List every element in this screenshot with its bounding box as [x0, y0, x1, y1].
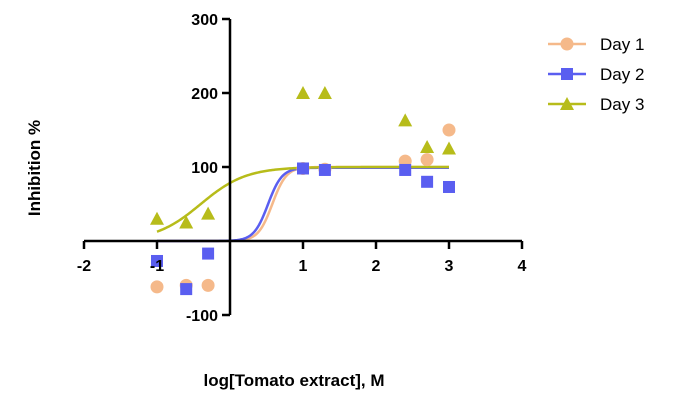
- x-tick-label: 3: [445, 258, 454, 275]
- legend-label-day-3: Day 3: [600, 95, 644, 114]
- data-point-day-3: [179, 215, 194, 229]
- data-point-day-3: [317, 86, 332, 99]
- legend-marker-day-2: [561, 68, 573, 80]
- data-point-day-2: [202, 247, 215, 260]
- data-point-day-3: [150, 211, 164, 225]
- data-point-day-3: [398, 113, 413, 127]
- legend: Day 1 Day 2 Day 3: [548, 35, 644, 114]
- data-point-day-1: [201, 278, 215, 292]
- y-axis-title: Inhibition %: [25, 120, 44, 216]
- data-point-day-1: [420, 153, 434, 167]
- data-points: [150, 86, 456, 296]
- legend-label-day-1: Day 1: [600, 35, 644, 54]
- x-tick-label: -1: [150, 258, 164, 275]
- legend-label-day-2: Day 2: [600, 65, 644, 84]
- data-point-day-3: [420, 140, 435, 154]
- y-tick-label: 300: [191, 12, 218, 29]
- fit-curves: [156, 165, 449, 243]
- data-point-day-2: [180, 283, 193, 296]
- data-point-day-1: [150, 280, 164, 294]
- y-tick-label: 100: [191, 160, 218, 177]
- data-point-day-2: [399, 163, 412, 176]
- data-point-day-2: [443, 180, 455, 193]
- x-axis-title: log[Tomato extract], M: [203, 371, 384, 390]
- x-tick-label: 1: [299, 258, 308, 275]
- legend-marker-day-1: [560, 37, 574, 51]
- data-point-day-2: [318, 163, 331, 176]
- y-tick-label: -100: [186, 308, 218, 325]
- x-tick-label: -2: [77, 258, 91, 275]
- data-point-day-2: [297, 162, 309, 175]
- axes: [82, 17, 524, 317]
- x-tick-label: 2: [372, 258, 381, 275]
- legend-marker-day-3: [560, 97, 574, 110]
- x-tick-label: 4: [518, 258, 527, 275]
- data-point-day-3: [201, 206, 216, 220]
- data-point-day-1: [442, 123, 456, 137]
- data-point-day-2: [151, 254, 163, 267]
- data-point-day-3: [296, 86, 310, 99]
- axis-labels: -2 -1 1 2 3 4 -100 100 200 300 log[Tomato extract]…: [25, 12, 527, 390]
- data-point-day-2: [421, 175, 434, 188]
- y-tick-label: 200: [191, 86, 218, 103]
- data-point-day-3: [442, 141, 456, 155]
